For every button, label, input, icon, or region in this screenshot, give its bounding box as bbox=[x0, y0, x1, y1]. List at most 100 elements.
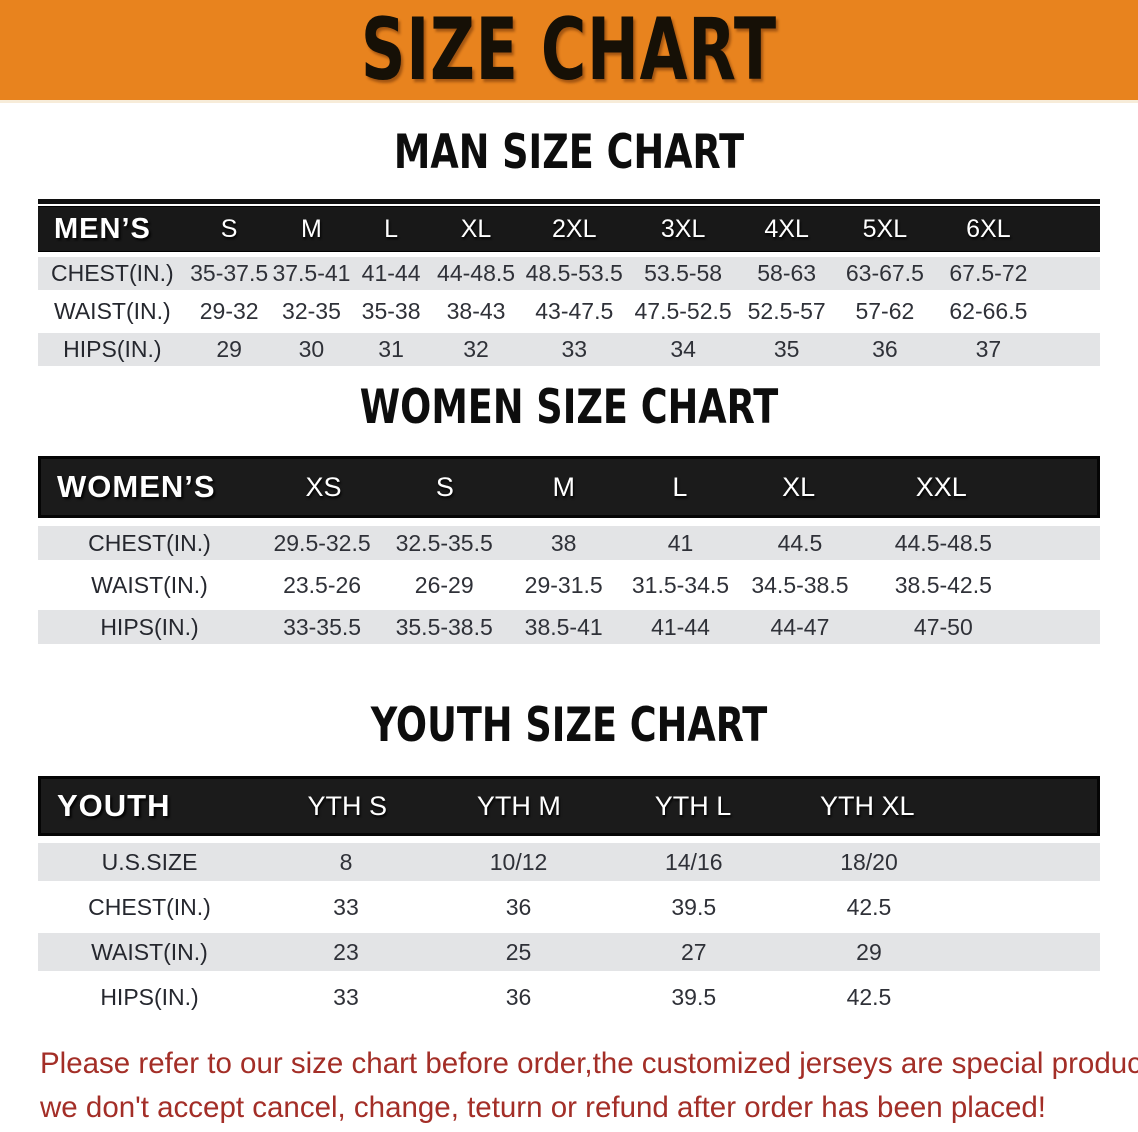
row-label: CHEST(IN.) bbox=[51, 260, 174, 286]
size-header-cell: 5XL bbox=[862, 214, 908, 243]
size-value-cell: 25 bbox=[505, 938, 532, 965]
size-chart-title: SIZE CHART bbox=[361, 0, 777, 100]
men-hips-row: HIPS(IN.) 29 30 31 32 33 34 35 36 37 bbox=[38, 333, 1100, 366]
youth-size-table: YOUTH YTH S YTH M YTH L YTH XL U.S.SIZE … bbox=[38, 776, 1100, 1016]
size-value-cell: 29 bbox=[216, 336, 242, 362]
size-value-cell: 37.5-41 bbox=[272, 260, 351, 286]
size-value-cell: 18/20 bbox=[840, 848, 898, 875]
size-header-cell: 2XL bbox=[552, 214, 597, 243]
size-value-cell: 63-67.5 bbox=[845, 260, 924, 286]
youth-ussize-row: U.S.SIZE 8 10/12 14/16 18/20 bbox=[38, 843, 1100, 881]
size-value-cell: 41-44 bbox=[361, 260, 421, 286]
men-chest-row: CHEST(IN.) 35-37.5 37.5-41 41-44 44-48.5… bbox=[38, 257, 1100, 290]
size-value-cell: 57-62 bbox=[855, 298, 915, 324]
size-value-cell: 38-43 bbox=[446, 298, 506, 324]
size-header-cell: YTH M bbox=[476, 790, 561, 821]
size-value-cell: 33-35.5 bbox=[283, 613, 362, 640]
youth-section-heading: YOUTH SIZE CHART bbox=[370, 698, 768, 753]
size-value-cell: 29-31.5 bbox=[524, 571, 603, 598]
men-table-header: MEN’S S M L XL 2XL 3XL 4XL 5XL 6XL bbox=[38, 206, 1100, 252]
size-value-cell: 35 bbox=[773, 336, 800, 362]
youth-waist-row: WAIST(IN.) 23 25 27 29 bbox=[38, 933, 1100, 971]
size-value-cell: 27 bbox=[680, 938, 707, 965]
youth-chest-row: CHEST(IN.) 33 36 39.5 42.5 bbox=[38, 888, 1100, 926]
size-value-cell: 33 bbox=[333, 983, 359, 1010]
size-value-cell: 31 bbox=[378, 336, 404, 362]
row-label: CHEST(IN.) bbox=[88, 529, 211, 556]
size-header-cell: YTH L bbox=[654, 790, 732, 821]
row-label: U.S.SIZE bbox=[101, 848, 198, 875]
row-label: HIPS(IN.) bbox=[63, 336, 162, 362]
size-value-cell: 34.5-38.5 bbox=[751, 571, 849, 598]
disclaimer-line-2: we don't accept cancel, change, teturn o… bbox=[40, 1091, 1046, 1124]
men-table-top-rule bbox=[38, 199, 1100, 204]
size-value-cell: 47-50 bbox=[913, 613, 973, 640]
size-value-cell: 35-37.5 bbox=[190, 260, 269, 286]
size-value-cell: 42.5 bbox=[846, 983, 892, 1010]
size-header-cell: L bbox=[672, 471, 688, 502]
size-header-cell: YTH S bbox=[307, 790, 387, 821]
size-header-cell: XL bbox=[782, 471, 816, 502]
size-value-cell: 29-32 bbox=[199, 298, 259, 324]
size-value-cell: 53.5-58 bbox=[644, 260, 723, 286]
disclaimer-text: Please refer to our size chart before or… bbox=[40, 1042, 1138, 1130]
size-value-cell: 33 bbox=[561, 336, 588, 362]
size-value-cell: 44.5 bbox=[777, 529, 823, 556]
size-header-cell: 6XL bbox=[966, 214, 1011, 243]
size-value-cell: 47.5-52.5 bbox=[634, 298, 732, 324]
row-label: WAIST(IN.) bbox=[91, 571, 208, 598]
size-header-cell: XL bbox=[460, 214, 492, 243]
size-value-cell: 48.5-53.5 bbox=[525, 260, 623, 286]
women-size-table: WOMEN’S XS S M L XL XXL CHEST(IN.) 29.5-… bbox=[38, 456, 1100, 644]
size-value-cell: 32-35 bbox=[282, 298, 341, 324]
size-header-cell: M bbox=[552, 471, 575, 502]
women-table-header: WOMEN’S XS S M L XL XXL bbox=[38, 456, 1100, 518]
row-label: HIPS(IN.) bbox=[100, 613, 199, 640]
size-value-cell: 36 bbox=[505, 893, 532, 920]
size-header-cell: 3XL bbox=[660, 214, 706, 243]
size-value-cell: 52.5-57 bbox=[747, 298, 826, 324]
size-value-cell: 39.5 bbox=[671, 983, 717, 1010]
size-value-cell: 14/16 bbox=[664, 848, 723, 875]
size-value-cell: 23 bbox=[333, 938, 359, 965]
size-value-cell: 67.5-72 bbox=[949, 260, 1028, 286]
size-header-cell: XXL bbox=[915, 471, 967, 502]
size-value-cell: 43-47.5 bbox=[535, 298, 614, 324]
size-value-cell: 58-63 bbox=[757, 260, 817, 286]
size-value-cell: 44-47 bbox=[770, 613, 830, 640]
disclaimer-line-1: Please refer to our size chart before or… bbox=[40, 1047, 1138, 1080]
size-header-cell: M bbox=[301, 214, 322, 243]
men-waist-row: WAIST(IN.) 29-32 32-35 35-38 38-43 43-47… bbox=[38, 295, 1100, 328]
row-label: WAIST(IN.) bbox=[91, 938, 208, 965]
women-waist-row: WAIST(IN.) 23.5-26 26-29 29-31.5 31.5-34… bbox=[38, 568, 1100, 602]
row-label: WAIST(IN.) bbox=[53, 298, 171, 324]
size-value-cell: 32 bbox=[463, 336, 489, 362]
size-header-cell: S bbox=[220, 214, 238, 243]
size-value-cell: 41 bbox=[667, 529, 694, 556]
size-chart-banner: SIZE CHART bbox=[0, 0, 1138, 103]
size-header-cell: YTH XL bbox=[820, 790, 915, 821]
women-hips-row: HIPS(IN.) 33-35.5 35.5-38.5 38.5-41 41-4… bbox=[38, 610, 1100, 644]
size-header-cell: S bbox=[435, 471, 454, 502]
size-value-cell: 36 bbox=[505, 983, 532, 1010]
size-value-cell: 33 bbox=[333, 893, 359, 920]
size-header-cell: XS bbox=[305, 471, 342, 502]
size-value-cell: 26-29 bbox=[414, 571, 474, 598]
women-chest-row: CHEST(IN.) 29.5-32.5 32.5-35.5 38 41 44.… bbox=[38, 526, 1100, 560]
size-header-cell: L bbox=[384, 214, 399, 243]
row-label: CHEST(IN.) bbox=[88, 893, 211, 920]
size-value-cell: 44-48.5 bbox=[437, 260, 516, 286]
size-value-cell: 29.5-32.5 bbox=[273, 529, 371, 556]
size-value-cell: 42.5 bbox=[846, 893, 892, 920]
size-value-cell: 23.5-26 bbox=[283, 571, 362, 598]
size-value-cell: 31.5-34.5 bbox=[631, 571, 730, 598]
size-value-cell: 38 bbox=[550, 529, 577, 556]
size-value-cell: 36 bbox=[872, 336, 898, 362]
size-value-cell: 39.5 bbox=[671, 893, 717, 920]
size-value-cell: 41-44 bbox=[651, 613, 710, 640]
men-size-table: MEN’S S M L XL 2XL 3XL 4XL 5XL 6XL CHEST… bbox=[38, 199, 1100, 366]
men-corner-label: MEN’S bbox=[54, 212, 151, 245]
size-value-cell: 35-38 bbox=[361, 298, 421, 324]
size-value-cell: 44.5-48.5 bbox=[894, 529, 992, 556]
size-value-cell: 38.5-42.5 bbox=[894, 571, 992, 598]
